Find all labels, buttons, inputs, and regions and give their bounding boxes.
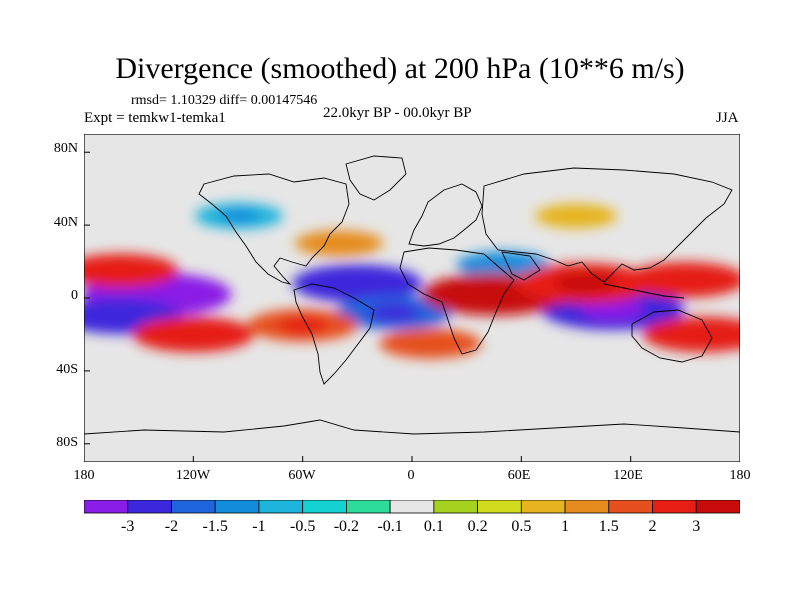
coast-north-america bbox=[198, 173, 350, 285]
colorbar-box bbox=[84, 500, 129, 514]
colorbar-label: 0.1 bbox=[423, 518, 444, 535]
field-core-positive-west-pacific bbox=[658, 270, 713, 290]
season-label: JJA bbox=[716, 110, 739, 126]
colorbar-label: 0.2 bbox=[467, 518, 488, 535]
field-core-negative-band-south-pacific bbox=[93, 306, 148, 326]
colorbar-label: -3 bbox=[121, 518, 135, 535]
coastlines bbox=[84, 155, 740, 435]
field-core-positive-asia-midlat bbox=[557, 209, 595, 223]
lat-label-80s: 80S bbox=[56, 435, 78, 450]
colorbar-box bbox=[127, 500, 172, 514]
lon-label-60e: 60E bbox=[507, 468, 531, 483]
field-core-positive-south-pacific-band bbox=[166, 325, 221, 344]
plot-title: Divergence (smoothed) at 200 hPa (10**6 … bbox=[115, 52, 685, 85]
colorbar-box bbox=[258, 500, 304, 514]
field-core-positive-north-pacific bbox=[94, 261, 147, 280]
colorbar-label: -0.2 bbox=[333, 518, 360, 535]
colorbar-box bbox=[608, 500, 653, 514]
colorbar-label: 1 bbox=[561, 518, 570, 535]
field-core-positive-south-atlantic bbox=[407, 335, 454, 352]
coast-africa bbox=[399, 247, 515, 355]
period-text: 22.0kyr BP - 00.0kyr BP bbox=[323, 105, 472, 121]
colorbar-label: -0.5 bbox=[289, 518, 316, 535]
field-core-negative-indian-ocean bbox=[580, 297, 645, 320]
colorbar-label: -0.1 bbox=[377, 518, 403, 535]
colorbar-label: 3 bbox=[692, 518, 701, 535]
colorbar-label: -1.5 bbox=[202, 518, 228, 535]
field-core-negative-north-america bbox=[218, 209, 259, 223]
field-core-positive-australia-east bbox=[676, 325, 731, 344]
colorbar-label: 2 bbox=[648, 518, 657, 535]
divergence-map bbox=[84, 134, 740, 462]
lat-label-0: 0 bbox=[71, 288, 78, 303]
coast-greenland bbox=[345, 155, 407, 201]
colorbar-box bbox=[652, 500, 697, 514]
coast-arabia bbox=[501, 251, 541, 281]
lon-label-0: 0 bbox=[407, 468, 415, 483]
lat-label-40s: 40S bbox=[56, 362, 78, 377]
coast-europe bbox=[408, 183, 483, 247]
colorbar-box bbox=[302, 500, 347, 514]
colorbar-box bbox=[695, 500, 740, 514]
lon-label-120e: 120E bbox=[613, 468, 643, 483]
experiment-text: Expt = temkw1-temka1 bbox=[84, 110, 226, 126]
lon-label-60w: 60W bbox=[288, 468, 316, 483]
coast-asia bbox=[481, 167, 733, 283]
field-core-positive-south-america bbox=[277, 316, 328, 334]
colorbar-box bbox=[389, 500, 435, 514]
field-core-positive-africa bbox=[462, 283, 526, 306]
colorbar-box bbox=[345, 500, 391, 514]
colorbar-box bbox=[171, 500, 216, 514]
field-core-negative-atlantic-equator bbox=[328, 273, 387, 294]
colorbar-label: -2 bbox=[164, 518, 179, 535]
lat-label-80n: 80N bbox=[53, 141, 78, 156]
lon-label-180e: 180 bbox=[729, 468, 751, 483]
coast-australia bbox=[631, 309, 713, 363]
colorbar-box bbox=[433, 500, 479, 514]
axis-ticks bbox=[84, 151, 740, 462]
coast-south-america bbox=[293, 283, 375, 385]
coast-indonesia bbox=[603, 283, 685, 299]
field-core-positive-maritime-continent bbox=[554, 272, 616, 295]
colorbar bbox=[84, 500, 740, 514]
colorbar-box bbox=[520, 500, 566, 514]
colorbar-label: 1.5 bbox=[598, 518, 619, 535]
field-core-negative-south-atlantic bbox=[367, 303, 420, 322]
lon-label-120w: 120W bbox=[175, 468, 211, 483]
coast-antarctica bbox=[84, 419, 740, 435]
lat-label-40n: 40N bbox=[53, 215, 78, 230]
colorbar-box bbox=[477, 500, 522, 514]
colorbar-label: 0.5 bbox=[511, 518, 532, 535]
colorbar-box bbox=[564, 500, 610, 514]
stats-text: rmsd= 1.10329 diff= 0.00147546 bbox=[131, 93, 318, 108]
colorbar-label: -1 bbox=[252, 518, 266, 535]
lon-label-180w: 180 bbox=[73, 468, 95, 483]
colorbar-box bbox=[214, 500, 260, 514]
field-core-positive-north-atlantic bbox=[319, 236, 360, 251]
